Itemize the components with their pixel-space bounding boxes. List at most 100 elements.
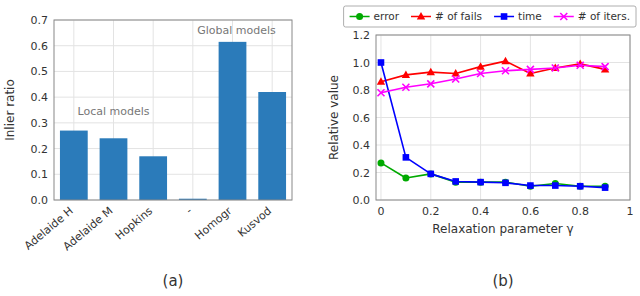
bar: [139, 156, 167, 200]
bar: [258, 92, 286, 200]
legend: error # of fails time # of iters.: [344, 6, 636, 27]
tick-label: 0.6: [522, 205, 540, 218]
legend-item: # of iters.: [554, 10, 630, 22]
legend-marker: [560, 13, 567, 20]
point: [402, 175, 409, 182]
point: [378, 59, 385, 66]
grid-line: [54, 45, 292, 46]
point: [427, 170, 434, 177]
point: [502, 67, 509, 74]
point: [477, 179, 484, 186]
tick-label: 0.6: [353, 112, 371, 125]
point: [377, 77, 385, 85]
tick-label: 0.7: [31, 14, 49, 27]
point: [552, 182, 559, 189]
tick-label: 0.4: [472, 205, 490, 218]
bar-panel: 0.00.10.20.30.40.50.60.7Adelaide HAdelai…: [3, 14, 292, 290]
point: [577, 183, 584, 190]
grid-line: [54, 148, 292, 149]
point: [402, 84, 409, 91]
bar: [100, 138, 128, 200]
point: [501, 57, 509, 65]
title: (b): [492, 272, 513, 290]
bar: [219, 42, 247, 200]
tick-label: 0.4: [353, 139, 371, 152]
tick-label: 0.1: [31, 168, 49, 181]
legend-label: error: [374, 10, 400, 22]
legend-item: time: [494, 10, 542, 22]
point: [377, 159, 384, 166]
category-label: Kusvod: [235, 204, 274, 239]
legend-item: error: [350, 10, 400, 22]
line-panel: error # of fails time # of iters. 0.0 0.2 0.4 0…: [327, 6, 636, 290]
point: [452, 179, 459, 186]
legend-marker: [501, 13, 508, 20]
point: [403, 154, 410, 161]
grid-line: [376, 90, 630, 91]
point: [577, 62, 584, 69]
point: [477, 70, 484, 77]
tick-label: 0.6: [31, 40, 49, 53]
title: (a): [163, 272, 184, 290]
point: [427, 171, 434, 178]
tick-label: 1: [627, 205, 634, 218]
axis-label: Inlier ratio: [3, 79, 17, 141]
legend-label: # of iters.: [578, 10, 630, 22]
category-label: -: [183, 204, 194, 217]
grid-line: [376, 172, 630, 173]
tick-label: 0.0: [31, 194, 49, 207]
annotation: Local models: [78, 105, 150, 118]
grid-line: [376, 117, 630, 118]
legend-label: # of fails: [435, 10, 482, 22]
tick-label: 0.8: [353, 84, 371, 97]
point: [427, 68, 435, 76]
tick-label: 1.0: [353, 57, 371, 70]
tick-label: 0.3: [31, 117, 49, 130]
tick-label: 0.4: [31, 91, 49, 104]
point: [577, 183, 584, 190]
tick-label: 0.8: [571, 205, 589, 218]
line: [381, 63, 605, 188]
grid-line: [54, 71, 292, 72]
tick-label: 0.2: [31, 143, 49, 156]
figure: 0.00.10.20.30.40.50.60.7Adelaide HAdelai…: [0, 0, 640, 296]
grid-line: [192, 20, 193, 200]
category-label: Hopkins: [113, 204, 155, 242]
tick-label: 1.2: [353, 29, 371, 42]
tick-label: 0.5: [31, 65, 49, 78]
point: [377, 89, 384, 96]
point: [476, 62, 484, 70]
plot-frame: [376, 35, 630, 200]
grid-line: [376, 145, 630, 146]
tick-label: 0.0: [353, 194, 371, 207]
point: [527, 183, 534, 190]
point: [402, 70, 410, 78]
point: [477, 179, 484, 186]
bars: [60, 42, 286, 200]
grid-line: [54, 97, 292, 98]
point: [602, 184, 609, 191]
legend-box: [344, 6, 636, 27]
point: [427, 80, 434, 87]
legend-item: # of fails: [411, 10, 482, 22]
point: [527, 66, 534, 73]
point: [502, 180, 509, 187]
grid-line: [54, 122, 292, 123]
grid-line: [530, 35, 531, 200]
annotation: Global models: [197, 24, 276, 37]
grid-line: [480, 35, 481, 200]
category-label: Adelaide M: [61, 204, 116, 253]
point: [552, 65, 559, 72]
point: [452, 178, 459, 185]
legend-marker: [417, 12, 425, 20]
legend-marker: [356, 13, 363, 20]
point: [602, 63, 609, 70]
series: [377, 57, 610, 191]
axis-label: Relative value: [327, 75, 341, 160]
tick-label: 0: [377, 205, 384, 218]
bar: [60, 131, 88, 200]
plot-frame: [54, 20, 292, 200]
grid-line: [54, 174, 292, 175]
line: [381, 65, 605, 93]
tick-label: 0.2: [422, 205, 440, 218]
